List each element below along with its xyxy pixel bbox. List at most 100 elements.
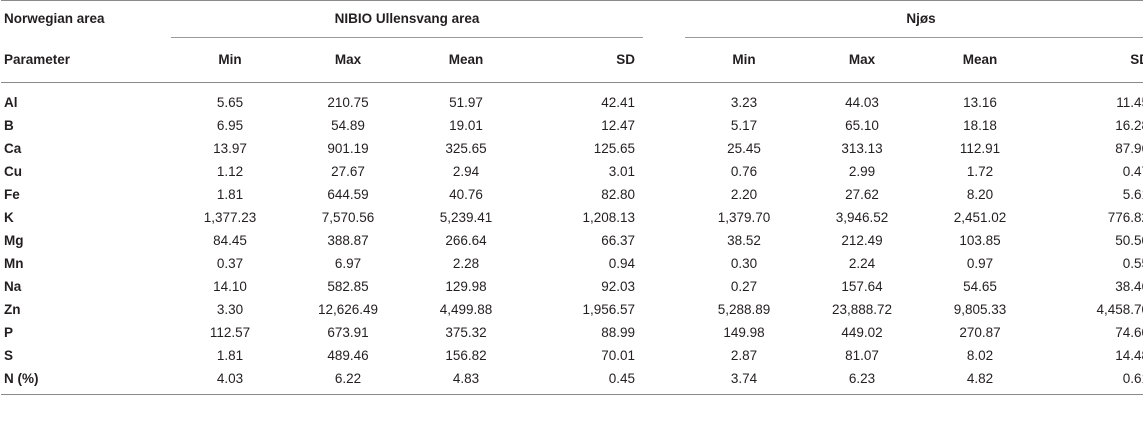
njos-max-cell: 2.99 <box>848 164 876 179</box>
njos-sd-cell: 14.48 <box>1115 348 1143 363</box>
col-header-sd: SD <box>525 37 643 83</box>
nibio-sd-cell: 1,956.57 <box>582 302 635 317</box>
njos-mean-cell: 270.87 <box>959 325 1001 340</box>
nibio-min-cell: 3.30 <box>216 302 244 317</box>
table-row: Ca 13.97 901.19 325.65 125.65 25.45 313.13 112.… <box>1 137 1143 160</box>
njos-max-cell: 212.49 <box>841 233 883 248</box>
area-label: Norwegian area <box>1 0 171 38</box>
nibio-mean-cell: 51.97 <box>449 95 483 110</box>
njos-sd-cell: 50.50 <box>1115 233 1143 248</box>
row-gap <box>643 321 685 344</box>
nibio-max-cell: 388.87 <box>327 233 369 248</box>
nibio-sd-cell: 1,208.13 <box>582 210 635 225</box>
njos-sd-cell: 16.28 <box>1115 118 1143 133</box>
nibio-max-cell: 582.85 <box>327 279 369 294</box>
nibio-mean-cell: 2.94 <box>452 164 480 179</box>
nibio-max-cell: 901.19 <box>327 141 369 156</box>
njos-sd-cell: 11.45 <box>1116 95 1143 110</box>
nibio-mean-cell: 375.32 <box>445 325 487 340</box>
data-table: Norwegian area NIBIO Ullensvang area Njø… <box>1 0 1143 395</box>
table-body: Al 5.65 210.75 51.97 42.41 3.23 44.03 13.16 11.4… <box>1 83 1143 395</box>
table-row: P 112.57 673.91 375.32 88.99 149.98 449.02 270.… <box>1 321 1143 344</box>
njos-min-cell: 5.17 <box>730 118 758 133</box>
row-parameter: S <box>4 348 14 363</box>
row-parameter: Al <box>4 95 18 110</box>
column-header-row: Parameter Min Max Mean SD Min Max Mean S… <box>1 37 1143 83</box>
njos-mean-cell: 8.20 <box>966 187 994 202</box>
group-header-row: Norwegian area NIBIO Ullensvang area Njø… <box>1 0 1143 38</box>
njos-mean-cell: 8.02 <box>966 348 994 363</box>
njos-max-cell: 2.24 <box>848 256 876 271</box>
njos-max-cell: 6.23 <box>803 367 921 395</box>
nibio-sd-cell: 12.47 <box>601 118 635 133</box>
col-header-min: Min <box>685 37 803 83</box>
nibio-min-cell: 112.57 <box>209 325 251 340</box>
row-parameter: Mn <box>4 256 24 271</box>
nibio-sd-cell: 125.65 <box>593 141 635 156</box>
nibio-sd-cell: 66.37 <box>601 233 635 248</box>
nibio-min-cell: 5.65 <box>216 95 244 110</box>
row-gap <box>643 298 685 321</box>
njos-min-cell: 38.52 <box>727 233 761 248</box>
row-parameter: Na <box>4 279 22 294</box>
row-gap <box>643 252 685 275</box>
nibio-mean-cell: 129.98 <box>445 279 487 294</box>
njos-min-cell: 2.87 <box>730 348 758 363</box>
row-gap <box>643 137 685 160</box>
nibio-mean-cell: 2.28 <box>452 256 480 271</box>
col-header-mean: Mean <box>407 37 525 83</box>
row-gap <box>643 83 685 115</box>
nibio-min-cell: 1,377.23 <box>203 210 257 225</box>
nibio-mean-cell: 4,499.88 <box>439 302 493 317</box>
njos-mean-cell: 18.18 <box>963 118 997 133</box>
nibio-sd-cell: 0.45 <box>525 367 643 395</box>
nibio-min-cell: 4.03 <box>171 367 289 395</box>
col-header-sd: SD <box>1039 37 1143 83</box>
table-row: Cu 1.12 27.67 2.94 3.01 0.76 2.99 1.72 0.47 <box>1 160 1143 183</box>
njos-sd-cell: 4,458.70 <box>1096 302 1143 317</box>
nibio-min-cell: 14.10 <box>213 279 247 294</box>
njos-max-cell: 81.07 <box>845 348 879 363</box>
table-row: S 1.81 489.46 156.82 70.01 2.87 81.07 8.02 14.48 <box>1 344 1143 367</box>
nibio-sd-cell: 92.03 <box>601 279 635 294</box>
nibio-sd-cell: 70.01 <box>601 348 635 363</box>
row-parameter: Ca <box>4 141 22 156</box>
row-gap <box>643 344 685 367</box>
njos-mean-cell: 4.82 <box>921 367 1039 395</box>
njos-min-cell: 0.27 <box>730 279 758 294</box>
nibio-min-cell: 1.12 <box>216 164 244 179</box>
row-gap <box>643 367 685 395</box>
njos-mean-cell: 54.65 <box>963 279 997 294</box>
row-gap <box>643 183 685 206</box>
col-header-mean: Mean <box>921 37 1039 83</box>
group-gap <box>643 0 685 38</box>
njos-sd-cell: 38.46 <box>1115 279 1143 294</box>
nibio-max-cell: 12,626.49 <box>317 302 379 317</box>
table-row: Mg 84.45 388.87 266.64 66.37 38.52 212.49 103.8… <box>1 229 1143 252</box>
njos-min-cell: 1,379.70 <box>717 210 771 225</box>
nibio-sd-cell: 3.01 <box>608 164 635 179</box>
row-parameter: Fe <box>4 187 20 202</box>
table-row: Mn 0.37 6.97 2.28 0.94 0.30 2.24 0.97 0.55 <box>1 252 1143 275</box>
njos-sd-cell: 0.47 <box>1122 164 1143 179</box>
col-header-max: Max <box>289 37 407 83</box>
nibio-max-cell: 489.46 <box>327 348 369 363</box>
njos-sd-cell: 5.61 <box>1122 187 1143 202</box>
group-header-nibio: NIBIO Ullensvang area <box>171 0 643 38</box>
nibio-sd-cell: 88.99 <box>601 325 635 340</box>
col-header-max: Max <box>803 37 921 83</box>
njos-sd-cell: 74.60 <box>1115 325 1143 340</box>
njos-max-cell: 23,888.72 <box>831 302 893 317</box>
nibio-max-cell: 644.59 <box>327 187 369 202</box>
row-gap <box>643 229 685 252</box>
njos-min-cell: 149.98 <box>723 325 765 340</box>
njos-sd-cell: 776.82 <box>1107 210 1143 225</box>
njos-max-cell: 157.64 <box>841 279 883 294</box>
table-row: Fe 1.81 644.59 40.76 82.80 2.20 27.62 8.20 5.61 <box>1 183 1143 206</box>
row-gap <box>643 206 685 229</box>
nibio-min-cell: 1.81 <box>216 187 244 202</box>
nibio-mean-cell: 40.76 <box>449 187 483 202</box>
parameter-header: Parameter <box>1 37 171 83</box>
nibio-max-cell: 7,570.56 <box>321 210 375 225</box>
njos-max-cell: 65.10 <box>845 118 879 133</box>
